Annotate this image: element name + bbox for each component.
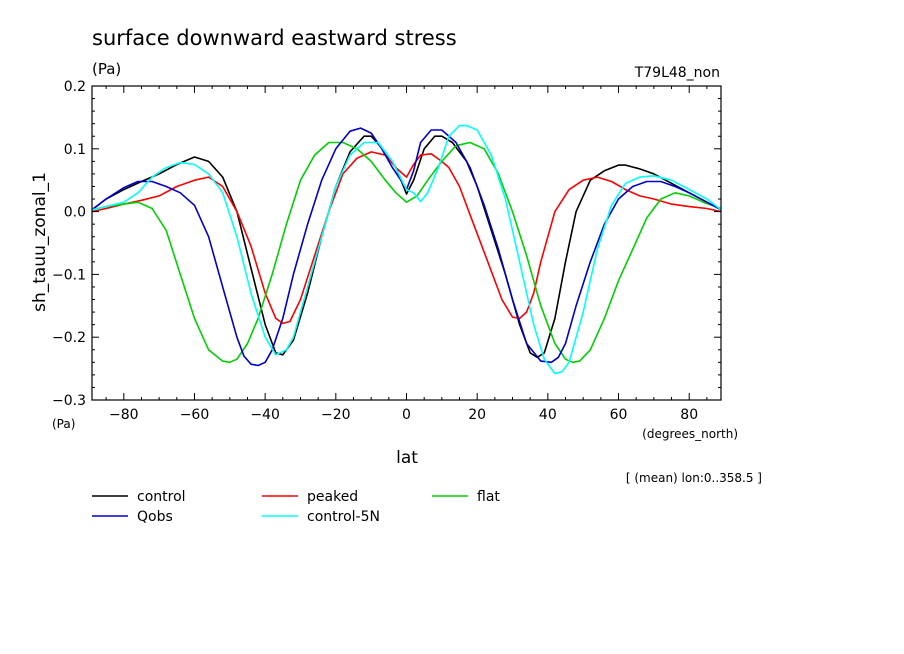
y-axis-label: sh_tauu_zonal_1 xyxy=(30,172,50,312)
x-tick-label: 20 xyxy=(468,407,486,423)
y-tick-label: 0.0 xyxy=(64,205,86,221)
legend-label-Qobs: Qobs xyxy=(137,509,173,525)
y-tick-label: −0.1 xyxy=(52,267,86,283)
series-line-peaked xyxy=(91,151,722,325)
plot-series xyxy=(91,124,722,375)
title-units: (Pa) xyxy=(92,60,121,78)
x-tick-label: −40 xyxy=(250,407,280,423)
legend-label-flat: flat xyxy=(477,489,500,505)
y-tick-label: −0.2 xyxy=(52,330,86,346)
series-line-control-5N xyxy=(91,124,722,375)
y-tick-label: 0.1 xyxy=(64,142,86,158)
series-line-flat xyxy=(91,141,722,364)
legend-label-control-5N: control-5N xyxy=(307,509,380,525)
y-tick-label: 0.2 xyxy=(64,79,86,95)
y-units-corner: (Pa) xyxy=(52,417,75,431)
plot-axes: −80 −60 −40 −20 0 20 40 60 80 −0.3 −0.2 −0.1 0.0 0.1 0… xyxy=(52,79,722,423)
legend-label-peaked: peaked xyxy=(307,489,358,505)
x-tick-label: −80 xyxy=(109,407,139,423)
x-tick-label: −20 xyxy=(321,407,351,423)
chart-title: surface downward eastward stress xyxy=(92,26,457,50)
x-tick-label: 40 xyxy=(539,407,557,423)
x-axis-units: (degrees_north) xyxy=(642,427,738,441)
series-line-control xyxy=(91,135,722,359)
x-tick-label: 80 xyxy=(680,407,698,423)
legend-label-control: control xyxy=(137,489,186,505)
x-tick-label: 60 xyxy=(610,407,628,423)
footnote: [ (mean) lon:0..358.5 ] xyxy=(626,471,762,485)
plot-frame xyxy=(91,85,722,401)
x-axis-label: lat xyxy=(396,448,418,468)
x-tick-label: −60 xyxy=(180,407,210,423)
legend: control peaked flat Qobs control-5N xyxy=(92,489,500,525)
y-tick-label: −0.3 xyxy=(52,393,86,409)
run-label: T79L48_non xyxy=(634,65,720,81)
x-tick-label: 0 xyxy=(402,407,411,423)
